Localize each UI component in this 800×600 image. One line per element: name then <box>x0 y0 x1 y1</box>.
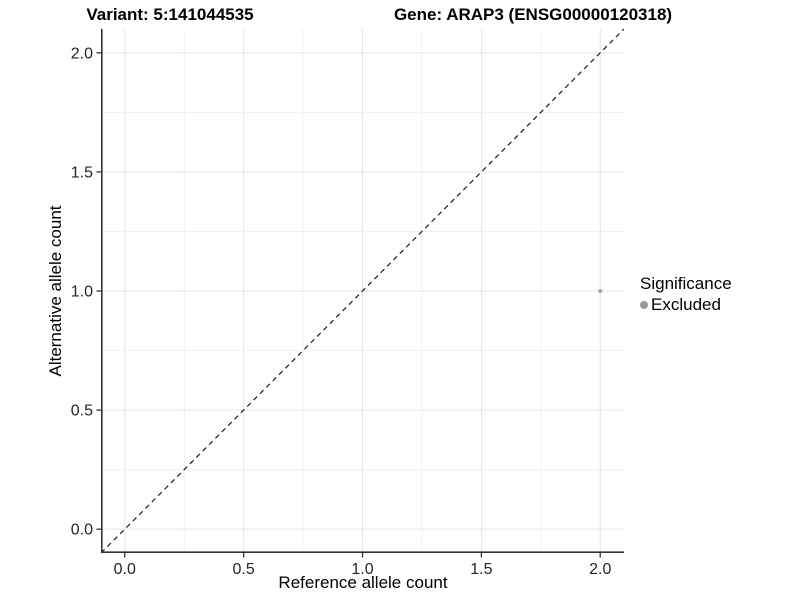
x-tick-label: 0.5 <box>233 561 255 578</box>
y-tick-label: 1.5 <box>71 164 93 181</box>
x-tick-label: 1.5 <box>470 561 492 578</box>
x-axis-title: Reference allele count <box>278 573 448 592</box>
y-tick-label: 1.0 <box>71 284 93 301</box>
legend-title: Significance <box>640 274 732 293</box>
x-tick-label: 2.0 <box>589 561 611 578</box>
y-tick-label: 0.0 <box>71 522 93 539</box>
plot-title-variant: Variant: 5:141044535 <box>86 5 254 24</box>
identity-dashed-line <box>100 28 625 554</box>
plot-panel: 0.0 0.5 1.0 1.5 2.0 0.0 0.5 1.0 1.5 2.0 <box>71 28 625 578</box>
data-point <box>598 289 603 293</box>
x-tick-label: 1.0 <box>351 561 373 578</box>
legend-item-label: Excluded <box>651 295 721 314</box>
legend-point-icon <box>640 300 648 309</box>
y-axis-title: Alternative allele count <box>46 205 65 377</box>
legend-item-excluded: Excluded <box>640 295 732 314</box>
y-tick-label: 0.5 <box>71 403 93 420</box>
plot-title-gene: Gene: ARAP3 (ENSG00000120318) <box>393 5 673 24</box>
y-tick-label: 2.0 <box>71 45 93 62</box>
legend: Significance Excluded <box>640 273 732 314</box>
x-tick-label: 0.0 <box>114 561 136 578</box>
plot-canvas: 0.0 0.5 1.0 1.5 2.0 0.0 0.5 1.0 1.5 2.0 <box>71 28 625 578</box>
